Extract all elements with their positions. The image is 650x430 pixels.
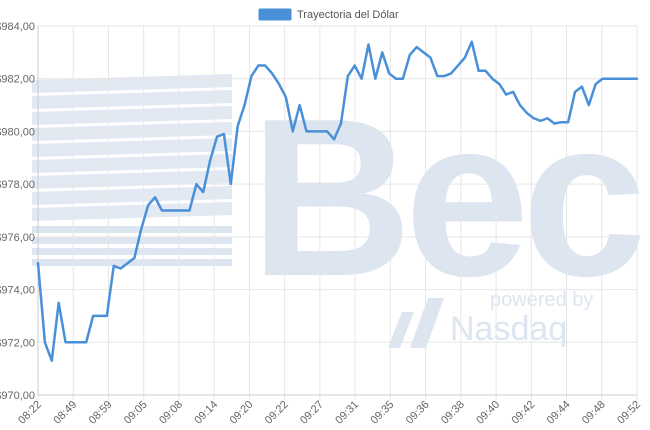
watermark-stripe xyxy=(32,259,232,266)
chart-series xyxy=(36,40,639,362)
x-tick-label: 09:48 xyxy=(580,399,608,427)
x-tick-label: 09:52 xyxy=(615,399,643,427)
y-tick-label: $976,00 xyxy=(0,232,35,244)
x-tick-label: 09:31 xyxy=(333,399,361,427)
watermark-stripe xyxy=(32,170,232,189)
legend-swatch[interactable] xyxy=(258,8,292,21)
watermark-stripe xyxy=(32,154,232,173)
x-tick-label: 09:22 xyxy=(263,399,291,427)
watermark-stripe xyxy=(32,106,232,125)
watermark-provider: Nasdaq xyxy=(450,310,567,348)
y-tick-label: $970,00 xyxy=(0,390,35,402)
chart-axes xyxy=(37,26,637,396)
watermark-stripe xyxy=(32,248,232,255)
nasdaq-icon xyxy=(388,298,444,348)
y-tick-label: $978,00 xyxy=(0,179,35,191)
x-tick-label: 09:40 xyxy=(474,399,502,427)
series-line xyxy=(36,40,639,362)
x-tick-label: 09:35 xyxy=(369,399,397,427)
x-tick-label: 09:20 xyxy=(228,399,256,427)
y-tick-label: $972,00 xyxy=(0,337,35,349)
x-axis-labels: 08:22 08:49 08:59 09:05 09:08 09:14 09:20 09:22… xyxy=(16,399,643,427)
watermark-stripe xyxy=(32,90,232,109)
watermark-stripe xyxy=(32,74,232,93)
x-tick-label: 08:59 xyxy=(87,399,115,427)
x-tick-label: 09:05 xyxy=(122,399,150,427)
watermark-stripe xyxy=(32,237,232,244)
x-tick-label: 08:49 xyxy=(51,399,79,427)
y-tick-label: $982,00 xyxy=(0,74,35,86)
x-tick-label: 09:08 xyxy=(157,399,185,427)
watermark-stripe xyxy=(32,138,232,157)
y-axis-labels: $970,00 $972,00 $974,00 $976,00 $978,00 $980,… xyxy=(0,21,35,402)
y-tick-label: $984,00 xyxy=(0,21,35,33)
watermark: Bec powered by Nasdaq xyxy=(32,71,649,348)
watermark-stripe xyxy=(32,226,232,233)
chart-legend[interactable]: Trayectoria del Dólar xyxy=(258,8,399,21)
x-tick-label: 09:44 xyxy=(545,399,573,427)
watermark-stripe xyxy=(32,202,232,221)
watermark-powered-by: powered by xyxy=(490,289,593,311)
y-tick-label: $980,00 xyxy=(0,126,35,138)
y-tick-label: $974,00 xyxy=(0,285,35,297)
legend-label[interactable]: Trayectoria del Dólar xyxy=(297,9,399,21)
x-tick-label: 09:42 xyxy=(509,399,537,427)
watermark-stripe xyxy=(32,186,232,205)
x-tick-label: 08:22 xyxy=(16,399,44,427)
x-tick-label: 09:38 xyxy=(439,399,467,427)
watermark-logo-text: Bec xyxy=(250,71,641,323)
x-tick-label: 09:36 xyxy=(404,399,432,427)
x-tick-label: 09:27 xyxy=(298,399,326,427)
x-tick-label: 09:14 xyxy=(192,399,220,427)
